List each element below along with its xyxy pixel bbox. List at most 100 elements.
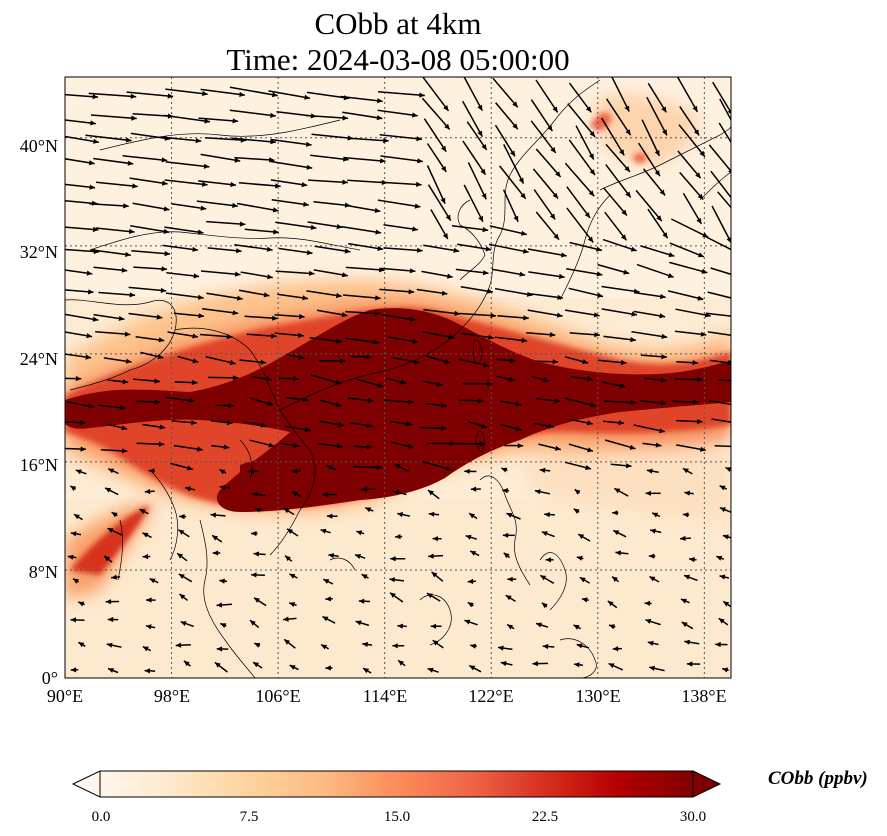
wind-arrow-head	[178, 529, 185, 535]
wind-arrow-head	[122, 379, 129, 385]
wind-arrow-head	[416, 136, 422, 142]
colorbar-tick-label: 7.5	[240, 809, 259, 825]
wind-arrow-shaft	[719, 98, 731, 122]
wind-arrow-head	[302, 295, 308, 301]
wind-arrow-shaft	[489, 225, 527, 236]
wind-arrow-shaft	[494, 124, 516, 157]
wind-arrow-head	[697, 193, 704, 200]
wind-arrow-head	[409, 316, 416, 322]
wind-arrow-head	[179, 594, 186, 600]
wind-arrow-head	[447, 273, 453, 279]
wind-arrow-head	[464, 468, 470, 474]
wind-arrow-head	[700, 331, 707, 337]
wind-arrow-head	[488, 334, 494, 340]
wind-arrow-head	[652, 512, 659, 518]
wind-arrow-head	[266, 376, 272, 382]
colorbar-label: CObb (ppbv)	[768, 768, 868, 789]
wind-arrow-head	[366, 444, 373, 450]
wind-arrow-shaft	[236, 202, 279, 212]
wind-arrow-head	[480, 168, 486, 175]
wind-arrow-shaft	[711, 205, 731, 244]
wind-arrow-head	[355, 554, 361, 559]
wind-arrow-head	[377, 245, 384, 251]
wind-arrow-head	[374, 207, 381, 213]
wind-arrow-head	[144, 668, 151, 674]
wind-arrow-head	[154, 399, 161, 405]
wind-arrow-head	[465, 534, 472, 540]
wind-arrow-shaft	[378, 91, 425, 97]
wind-arrow-head	[89, 184, 96, 190]
wind-arrow-shaft	[637, 142, 661, 177]
wind-arrow-head	[192, 333, 198, 339]
wind-arrow-head	[561, 252, 567, 258]
wind-arrow-head	[615, 550, 621, 556]
wind-arrow-shaft	[421, 97, 451, 130]
wind-arrow-shaft	[566, 186, 591, 219]
wind-arrow-head	[75, 469, 82, 475]
wind-arrow-shaft	[344, 156, 386, 163]
wind-arrow-shaft	[207, 247, 242, 252]
wind-arrow-shaft	[707, 331, 731, 337]
wind-arrow-head	[253, 662, 259, 668]
wind-arrow-head	[400, 379, 407, 385]
wind-arrow-head	[226, 334, 233, 340]
wind-arrow-head	[732, 402, 738, 407]
wind-arrow-shaft	[605, 164, 632, 198]
wind-arrow-shaft	[206, 292, 243, 300]
wind-arrow-shaft	[527, 309, 563, 317]
wind-arrow-head	[587, 236, 594, 243]
colorbar-tick-label: 22.5	[532, 809, 558, 825]
wind-arrow-head	[719, 485, 726, 491]
wind-arrow-head	[607, 601, 614, 607]
wind-arrow-head	[335, 379, 341, 385]
wind-arrow-head	[693, 399, 699, 405]
wind-arrow-head	[409, 268, 416, 274]
wind-arrow-shaft	[380, 267, 416, 272]
wind-arrow-head	[625, 129, 631, 136]
wind-arrow-head	[612, 576, 618, 582]
wind-arrow-shaft	[463, 184, 484, 223]
wind-arrow-head	[239, 221, 246, 227]
wind-arrow-shaft	[426, 165, 446, 205]
wind-arrow-shaft	[601, 308, 638, 316]
lat-tick-label: 40°N	[20, 136, 58, 156]
wind-arrow-head	[212, 550, 219, 556]
wind-arrow-head	[289, 602, 296, 607]
wind-arrow-head	[252, 491, 258, 497]
wind-arrow-head	[127, 160, 134, 166]
wind-arrow-head	[689, 557, 695, 563]
wind-arrow-head	[478, 215, 483, 222]
wind-arrow-shaft	[676, 77, 699, 113]
wind-arrow-head	[375, 295, 381, 301]
wind-arrow-shaft	[530, 120, 557, 154]
wind-arrow-head	[92, 316, 99, 322]
wind-arrow-head	[518, 177, 524, 184]
lat-tick-label: 32°N	[20, 242, 58, 262]
wind-arrow-head	[536, 622, 542, 628]
wind-arrow-head	[469, 665, 476, 671]
wind-arrow-head	[161, 180, 168, 186]
wind-arrow-head	[417, 247, 423, 253]
wind-arrow-shaft	[271, 199, 310, 206]
wind-arrow-head	[342, 179, 348, 185]
wind-arrow-head	[179, 514, 185, 520]
wind-arrow-head	[532, 661, 538, 667]
wind-arrow-head	[132, 183, 138, 189]
wind-arrow-head	[267, 400, 274, 406]
wind-arrow-head	[682, 468, 689, 474]
chart-title-line2: Time: 2024-03-08 05:00:00	[226, 42, 570, 77]
wind-arrow-head	[373, 339, 380, 345]
wind-arrow-shaft	[308, 179, 348, 184]
wind-arrow-head	[428, 553, 434, 559]
wind-arrow-shaft	[244, 228, 279, 234]
wind-arrow-shaft	[631, 330, 668, 338]
wind-arrow-head	[633, 288, 640, 294]
wind-arrow-head	[498, 645, 504, 651]
wind-arrow-head	[219, 484, 226, 490]
wind-arrow-head	[78, 601, 85, 607]
wind-arrow-shaft	[679, 106, 700, 136]
wind-arrow-head	[578, 534, 585, 540]
wind-arrow-head	[161, 157, 168, 163]
wind-arrow-head	[660, 377, 667, 383]
wind-arrow-head	[467, 602, 474, 608]
